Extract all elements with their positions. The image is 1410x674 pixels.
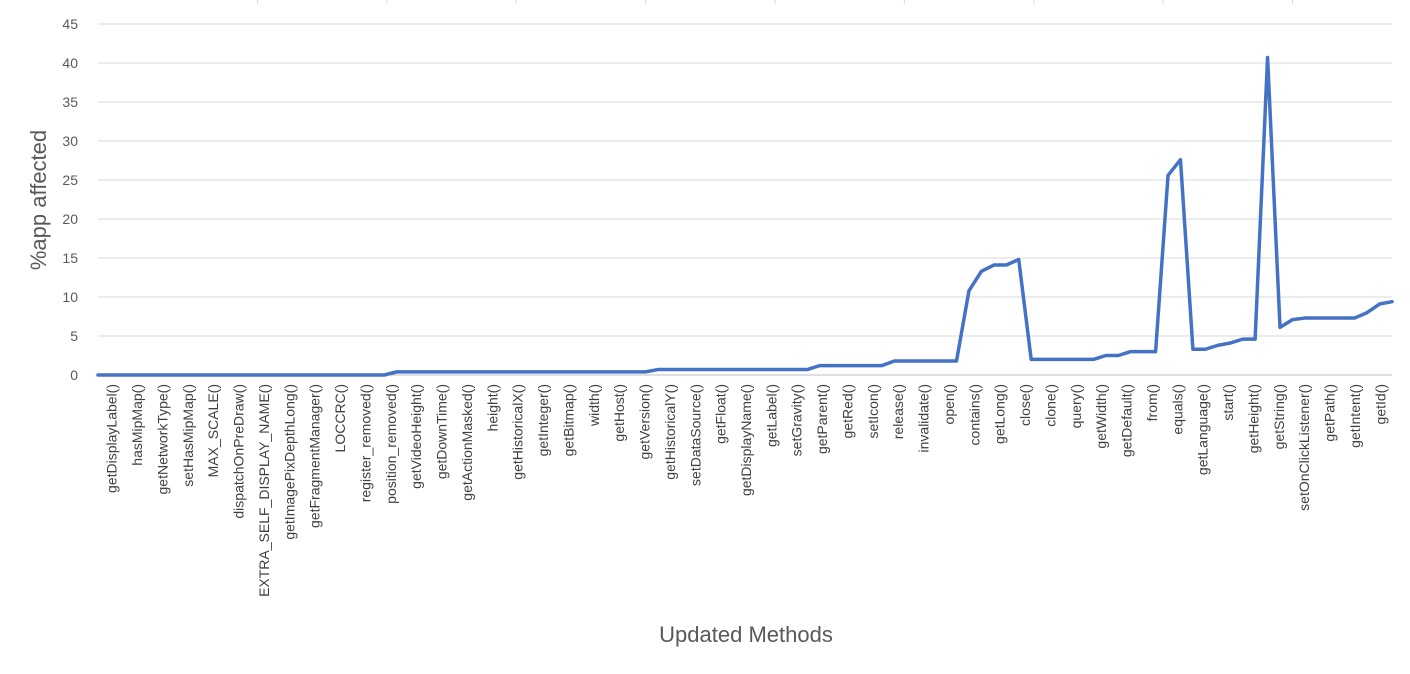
x-tick-label: setOnClickListener()	[1296, 384, 1312, 511]
x-tick-label: getFragmentManager()	[307, 384, 323, 528]
y-axis-title: %app affected	[26, 130, 51, 270]
series-line	[96, 55, 1394, 377]
y-tick-label: 30	[62, 133, 78, 149]
y-tick-label: 45	[62, 16, 78, 32]
x-tick-label: getId()	[1372, 384, 1388, 424]
x-tick-label: getLanguage()	[1195, 384, 1211, 475]
x-tick-label: clone()	[1043, 384, 1059, 427]
x-tick-label: hasMipMap()	[129, 384, 145, 466]
x-tick-label: setHasMipMap()	[180, 384, 196, 487]
y-tick-label: 35	[62, 94, 78, 110]
x-tick-label: LOCCRC()	[332, 384, 348, 452]
x-tick-label: EXTRA_SELF_DISPLAY_NAME()	[256, 384, 272, 597]
x-tick-label: width()	[586, 384, 602, 427]
x-tick-label: release()	[890, 384, 906, 439]
x-tick-label: getDefault()	[1119, 384, 1135, 457]
x-axis-ticks: getDisplayLabel() hasMipMap() getNetworkTy…	[104, 384, 1389, 597]
x-tick-label: dispatchOnPreDraw()	[231, 384, 247, 519]
x-tick-label: getBitmap()	[560, 384, 576, 456]
y-tick-label: 25	[62, 172, 78, 188]
x-tick-label: invalidate()	[916, 384, 932, 452]
y-axis-ticks: 0 5 10 15 20 25 30 35 40 45	[62, 16, 78, 383]
x-tick-label: getWidth()	[1093, 384, 1109, 449]
x-tick-label: getVersion()	[637, 384, 653, 459]
x-tick-label: getRed()	[840, 384, 856, 438]
x-tick-label: getParent()	[814, 384, 830, 454]
x-tick-label: getPath()	[1322, 384, 1338, 442]
x-tick-label: getLong()	[992, 384, 1008, 444]
x-tick-label: getNetworkType()	[154, 384, 170, 494]
x-tick-label: close()	[1017, 384, 1033, 426]
x-tick-label: start()	[1220, 384, 1236, 421]
x-tick-label: query()	[1068, 384, 1084, 428]
gridlines	[98, 23, 1392, 376]
x-tick-label: getDisplayLabel()	[104, 384, 120, 493]
x-tick-label: getLabel()	[763, 384, 779, 447]
x-tick-label: getDownTime()	[434, 384, 450, 479]
x-tick-label: getFloat()	[713, 384, 729, 444]
x-tick-label: getHistoricalX()	[510, 384, 526, 480]
x-tick-label: contains()	[966, 384, 982, 445]
y-tick-label: 10	[62, 289, 78, 305]
y-tick-label: 0	[70, 367, 78, 383]
y-tick-label: 15	[62, 250, 78, 266]
x-tick-label: getVideoHeight()	[408, 384, 424, 489]
x-tick-label: getString()	[1271, 384, 1287, 449]
x-tick-label: getInteger()	[535, 384, 551, 456]
x-axis-title: Updated Methods	[659, 622, 833, 647]
x-tick-label: height()	[484, 384, 500, 431]
x-tick-label: getHost()	[611, 384, 627, 442]
x-tick-label: setIcon()	[865, 384, 881, 438]
x-tick-label: getHeight()	[1246, 384, 1262, 453]
y-tick-label: 20	[62, 211, 78, 227]
x-tick-label: from()	[1144, 384, 1160, 421]
x-tick-label: setGravity()	[789, 384, 805, 456]
x-tick-label: getImagePixDepthLong()	[281, 384, 297, 540]
y-tick-label: 40	[62, 55, 78, 71]
x-tick-label: register_removed()	[357, 384, 373, 502]
x-tick-label: getActionMasked()	[459, 384, 475, 501]
x-tick-label: setDataSource()	[687, 384, 703, 486]
x-tick-label: getIntent()	[1347, 384, 1363, 448]
x-tick-label: position_removed()	[383, 384, 399, 504]
x-tick-label: getDisplayName()	[738, 384, 754, 496]
x-tick-label: open()	[941, 384, 957, 424]
x-tick-label: getHistoricalY()	[662, 384, 678, 480]
x-tick-label: equals()	[1169, 384, 1185, 435]
y-tick-label: 5	[70, 328, 78, 344]
x-tick-label: MAX_SCALE()	[205, 384, 221, 477]
top-category-dividers	[256, 0, 1294, 4]
